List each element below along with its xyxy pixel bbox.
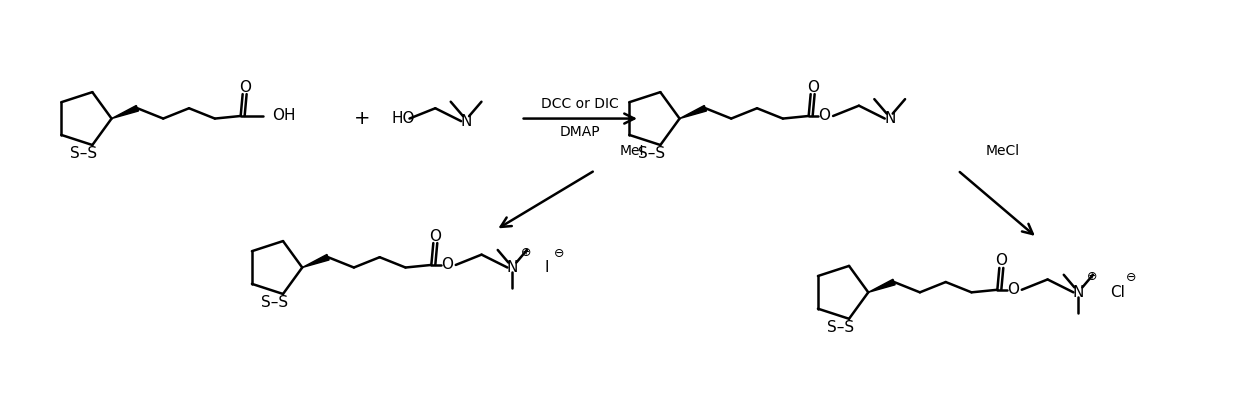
Polygon shape (303, 254, 329, 267)
Text: HO: HO (392, 111, 415, 126)
Text: +: + (353, 109, 370, 128)
Text: ⊕: ⊕ (1087, 270, 1097, 283)
Text: O: O (807, 80, 818, 95)
Text: N: N (884, 111, 895, 126)
Text: DMAP: DMAP (560, 125, 600, 139)
Text: O: O (1007, 282, 1019, 297)
Text: S–S: S–S (71, 146, 97, 161)
Text: ⊕: ⊕ (521, 246, 532, 259)
Polygon shape (112, 105, 139, 119)
Polygon shape (680, 105, 707, 119)
Text: MeI: MeI (620, 144, 645, 158)
Text: ⊖: ⊖ (554, 247, 564, 259)
Text: S–S: S–S (639, 146, 666, 161)
Text: N: N (507, 260, 518, 275)
Text: OH: OH (273, 109, 296, 123)
Text: O: O (429, 228, 441, 244)
Text: MeCl: MeCl (986, 144, 1019, 158)
Text: ⊖: ⊖ (1126, 271, 1137, 285)
Text: DCC or DIC: DCC or DIC (542, 97, 619, 111)
Text: N: N (460, 114, 471, 129)
Text: Cl: Cl (1110, 285, 1125, 300)
Text: I: I (544, 260, 548, 275)
Text: N: N (1073, 285, 1084, 300)
Text: O: O (238, 80, 250, 95)
Text: O: O (818, 109, 830, 123)
Text: S–S: S–S (827, 320, 854, 335)
Text: O: O (996, 254, 1007, 269)
Text: S–S: S–S (260, 295, 288, 310)
Polygon shape (868, 279, 895, 293)
Text: O: O (440, 258, 453, 273)
